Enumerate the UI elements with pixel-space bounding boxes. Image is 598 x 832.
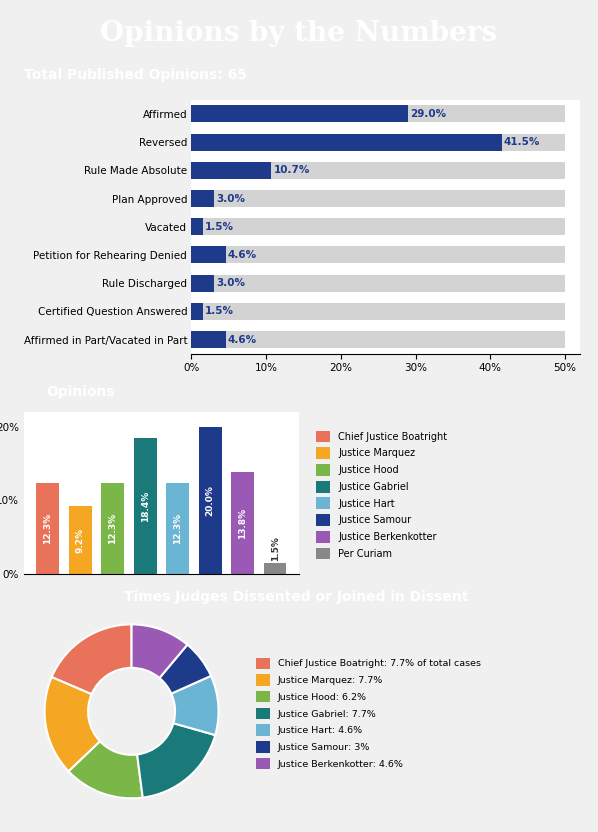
Wedge shape xyxy=(160,645,211,694)
Bar xyxy=(191,275,214,291)
Text: 13.8%: 13.8% xyxy=(238,508,247,539)
Text: 3.0%: 3.0% xyxy=(216,194,245,204)
Text: 9.2%: 9.2% xyxy=(76,527,85,552)
Bar xyxy=(191,218,203,235)
Wedge shape xyxy=(137,723,215,798)
Bar xyxy=(191,331,226,348)
Text: 29.0%: 29.0% xyxy=(410,109,447,119)
Bar xyxy=(191,303,565,319)
Bar xyxy=(191,162,565,179)
Bar xyxy=(191,303,203,319)
Bar xyxy=(102,483,124,574)
Bar xyxy=(191,162,271,179)
Text: 12.3%: 12.3% xyxy=(173,513,182,544)
Text: Opinions: Opinions xyxy=(47,385,115,399)
Legend: Chief Justice Boatright: 7.7% of total cases, Justice Marquez: 7.7%, Justice Hoo: Chief Justice Boatright: 7.7% of total c… xyxy=(256,657,481,770)
Text: 3.0%: 3.0% xyxy=(216,278,245,288)
Text: 20.0%: 20.0% xyxy=(206,485,215,516)
Bar xyxy=(191,331,565,348)
Bar xyxy=(191,218,565,235)
Bar xyxy=(191,134,565,151)
Bar xyxy=(191,275,565,291)
Bar xyxy=(191,246,565,264)
Bar xyxy=(191,246,226,264)
Bar xyxy=(191,190,565,207)
Text: Opinions by the Numbers: Opinions by the Numbers xyxy=(100,20,498,47)
Wedge shape xyxy=(69,741,143,799)
Text: 41.5%: 41.5% xyxy=(504,137,540,147)
Text: 18.4%: 18.4% xyxy=(141,491,150,522)
Text: 1.5%: 1.5% xyxy=(271,536,280,561)
Text: 4.6%: 4.6% xyxy=(228,334,257,344)
Bar xyxy=(191,134,502,151)
Wedge shape xyxy=(51,624,132,694)
Bar xyxy=(191,106,565,122)
Bar xyxy=(134,438,157,574)
Text: 1.5%: 1.5% xyxy=(205,221,234,232)
Text: Times Judges Dissented or Joined in Dissent: Times Judges Dissented or Joined in Diss… xyxy=(124,591,468,604)
Text: 1.5%: 1.5% xyxy=(205,306,234,316)
Text: 4.6%: 4.6% xyxy=(228,250,257,260)
Text: 12.3%: 12.3% xyxy=(108,513,117,544)
Bar xyxy=(166,483,189,574)
Wedge shape xyxy=(132,624,187,678)
Wedge shape xyxy=(171,676,218,735)
Bar xyxy=(36,483,59,574)
Bar xyxy=(191,106,408,122)
Legend: Chief Justice Boatright, Justice Marquez, Justice Hood, Justice Gabriel, Justice: Chief Justice Boatright, Justice Marquez… xyxy=(316,431,447,559)
Text: 12.3%: 12.3% xyxy=(43,513,52,544)
Text: Total Published Opinions: 65: Total Published Opinions: 65 xyxy=(24,68,247,82)
Bar xyxy=(264,563,286,574)
Bar xyxy=(191,190,214,207)
Wedge shape xyxy=(45,677,100,771)
Bar xyxy=(69,506,91,574)
Bar xyxy=(231,473,254,574)
Bar xyxy=(199,427,221,574)
Text: 10.7%: 10.7% xyxy=(273,166,310,176)
